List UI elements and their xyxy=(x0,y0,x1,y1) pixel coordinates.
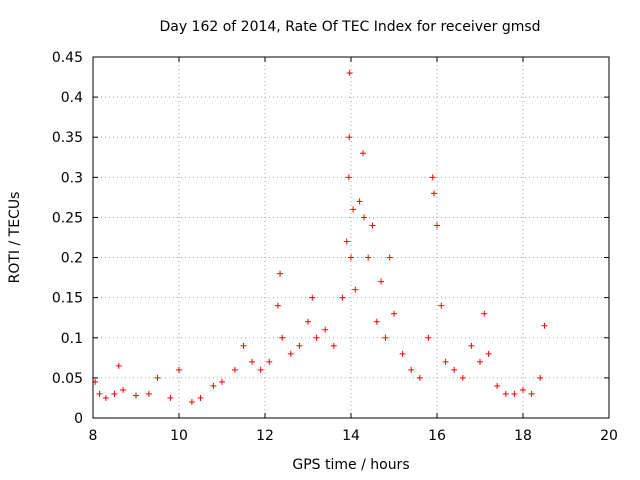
data-point xyxy=(346,70,353,77)
data-point xyxy=(373,318,380,325)
data-point xyxy=(120,386,127,393)
data-point xyxy=(430,190,437,197)
data-point xyxy=(481,310,488,317)
data-point xyxy=(352,286,359,293)
data-point xyxy=(348,254,354,261)
data-point xyxy=(346,134,353,141)
data-point xyxy=(210,382,217,389)
data-point xyxy=(442,358,449,365)
data-point xyxy=(219,378,225,385)
x-tick-label: 12 xyxy=(256,428,274,444)
data-point xyxy=(240,342,247,349)
data-point xyxy=(277,270,284,277)
data-point xyxy=(322,326,329,333)
data-point xyxy=(378,278,385,285)
data-point xyxy=(451,366,458,373)
data-point xyxy=(459,374,466,381)
data-point xyxy=(274,302,281,309)
data-point xyxy=(528,390,535,397)
x-tick-labels: 8 10 12 14 16 18 20 xyxy=(89,428,618,444)
data-point xyxy=(356,198,363,205)
y-tick-label: 0.45 xyxy=(52,50,83,66)
data-point xyxy=(345,174,352,181)
data-point xyxy=(309,294,316,301)
data-point xyxy=(249,358,256,365)
data-point xyxy=(365,254,372,261)
y-tick-label: 0.3 xyxy=(61,170,83,186)
data-point xyxy=(133,392,139,399)
data-point xyxy=(167,394,174,401)
data-points xyxy=(92,70,548,405)
data-point xyxy=(360,150,367,157)
x-axis-label: GPS time / hours xyxy=(292,457,409,473)
y-tick-label: 0.25 xyxy=(52,210,83,226)
data-point xyxy=(434,222,440,229)
data-point xyxy=(343,238,350,245)
y-tick-label: 0.2 xyxy=(61,251,83,267)
data-point xyxy=(502,390,509,397)
data-point xyxy=(520,386,526,393)
data-point xyxy=(257,366,264,373)
grid xyxy=(93,57,609,418)
data-point xyxy=(266,358,273,365)
data-point xyxy=(399,350,406,357)
data-point xyxy=(102,394,109,401)
x-tick-label: 14 xyxy=(342,428,360,444)
x-tick-label: 10 xyxy=(170,428,188,444)
data-point xyxy=(485,350,492,357)
y-tick-label: 0 xyxy=(74,411,83,427)
data-point xyxy=(115,362,122,369)
y-tick-label: 0.4 xyxy=(61,90,83,106)
data-point xyxy=(313,334,320,341)
data-point xyxy=(339,294,346,301)
data-point xyxy=(145,390,152,397)
data-point xyxy=(231,366,238,373)
data-point xyxy=(111,390,118,397)
y-tick-label: 0.35 xyxy=(52,130,83,146)
data-point xyxy=(96,390,103,397)
data-point xyxy=(386,254,393,261)
data-point xyxy=(330,342,337,349)
y-tick-label: 0.15 xyxy=(52,291,83,307)
data-point xyxy=(537,374,544,381)
data-point xyxy=(176,366,182,373)
data-point xyxy=(296,342,303,349)
data-point xyxy=(429,174,436,181)
data-point xyxy=(425,334,432,341)
data-point xyxy=(360,214,367,221)
data-point xyxy=(350,206,357,213)
data-point xyxy=(511,390,518,397)
data-point xyxy=(279,334,286,341)
data-point xyxy=(188,398,195,405)
data-point xyxy=(416,374,423,381)
x-tick-label: 8 xyxy=(89,428,98,444)
data-point xyxy=(287,350,294,357)
data-point xyxy=(305,318,311,325)
y-tick-labels: 0 0.05 0.1 0.15 0.2 0.25 0.3 0.35 0.4 0.45 xyxy=(52,50,83,427)
data-point xyxy=(494,382,501,389)
y-tick-label: 0.05 xyxy=(52,371,83,387)
x-tick-label: 16 xyxy=(428,428,446,444)
data-point xyxy=(408,366,415,373)
chart-title: Day 162 of 2014, Rate Of TEC Index for r… xyxy=(159,19,540,35)
x-tick-label: 20 xyxy=(600,428,618,444)
axis-ticks xyxy=(92,56,610,419)
data-point xyxy=(154,374,161,381)
data-point xyxy=(391,310,397,317)
data-point xyxy=(438,302,445,309)
y-axis-label: ROTI / TECUs xyxy=(7,192,23,284)
data-point xyxy=(369,222,376,229)
data-point xyxy=(477,358,483,365)
data-point xyxy=(197,394,204,401)
y-tick-label: 0.1 xyxy=(61,331,83,347)
data-point xyxy=(541,322,548,329)
x-tick-label: 18 xyxy=(514,428,532,444)
data-point xyxy=(468,342,475,349)
data-point xyxy=(382,334,389,341)
